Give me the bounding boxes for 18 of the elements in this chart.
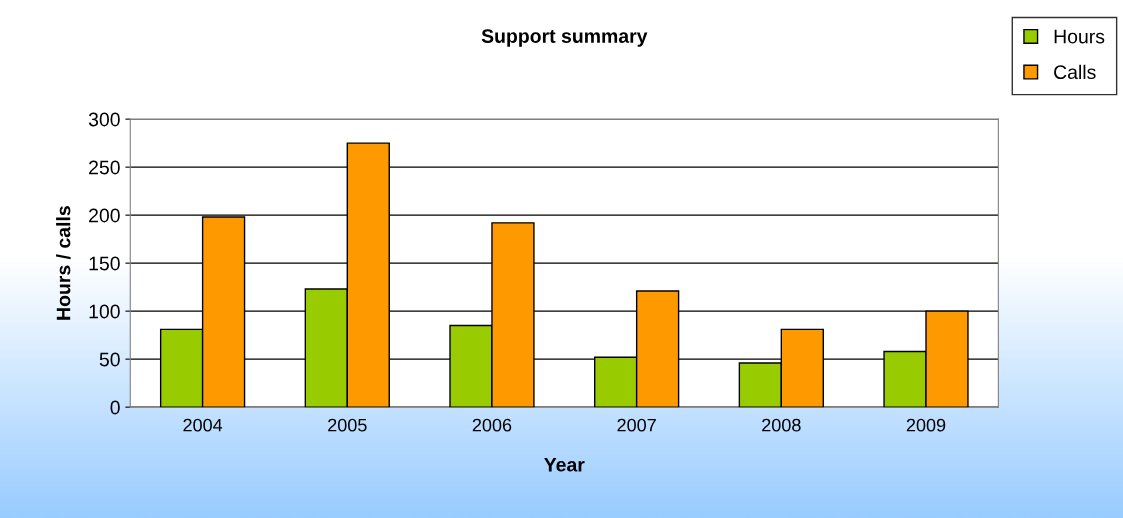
y-axis-title: Hours / calls xyxy=(56,206,71,320)
y-tick-label: 300 xyxy=(88,112,120,127)
chart-title: Support summary xyxy=(481,29,648,47)
legend-label: Calls xyxy=(1054,64,1096,80)
y-tick-label: 0 xyxy=(110,400,120,415)
x-tick-label: 2007 xyxy=(617,418,656,432)
y-tick-label: 200 xyxy=(89,208,120,223)
x-axis-title: Year xyxy=(544,458,585,472)
x-tick-label: 2008 xyxy=(762,418,801,432)
x-tick-label: 2005 xyxy=(328,418,367,432)
x-tick-label: 2009 xyxy=(906,418,946,432)
x-tick-label: 2006 xyxy=(472,418,512,432)
y-tick-label: 50 xyxy=(99,352,120,367)
x-tick-label: 2004 xyxy=(183,418,223,432)
y-tick-label: 100 xyxy=(89,304,120,319)
y-tick-label: 150 xyxy=(89,256,120,271)
y-tick-label: 250 xyxy=(89,160,120,175)
legend-label: Hours xyxy=(1054,29,1105,44)
